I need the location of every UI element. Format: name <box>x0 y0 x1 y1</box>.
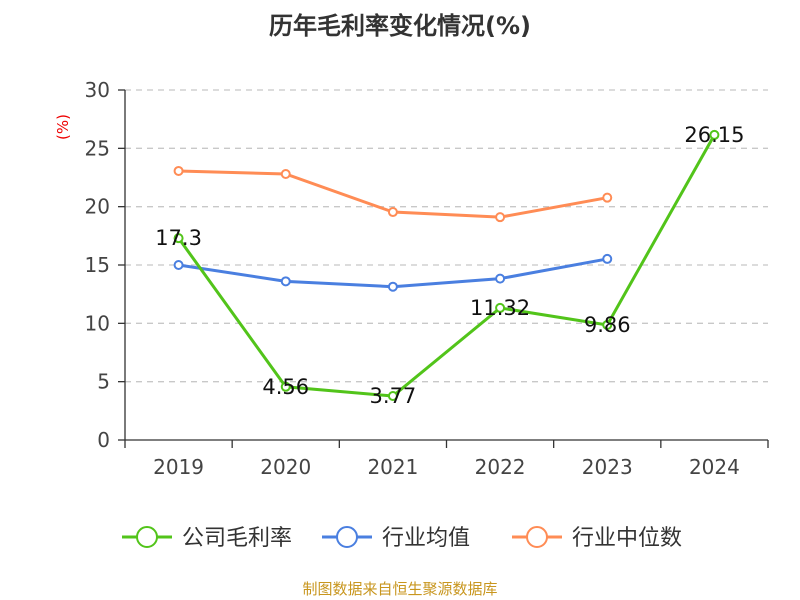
data-point <box>387 207 398 218</box>
legend-marker-icon <box>336 526 358 548</box>
data-label: 3.77 <box>370 384 417 408</box>
data-label: 4.56 <box>262 375 309 399</box>
data-point <box>387 281 398 292</box>
y-tick-label: 5 <box>97 370 110 394</box>
y-axis-label: (%) <box>54 114 72 140</box>
y-tick-label: 15 <box>85 253 110 277</box>
x-tick-label: 2021 <box>367 455 418 479</box>
y-tick-label: 0 <box>97 428 110 452</box>
data-point <box>495 273 506 284</box>
data-label: 11.32 <box>470 296 530 320</box>
series-line <box>177 134 716 398</box>
y-tick-label: 10 <box>85 311 110 335</box>
series-0: 17.3 4.56 3.77 11.32 9.86 26.15 <box>155 123 744 408</box>
data-label: 26.15 <box>684 123 744 147</box>
x-tick-label: 2019 <box>153 455 204 479</box>
legend-item: 行业均值 <box>322 526 470 551</box>
x-tick-label: 2022 <box>475 455 526 479</box>
x-tick-label: 2024 <box>689 455 740 479</box>
x-tick-label: 2023 <box>582 455 633 479</box>
x-tick-label: 2020 <box>260 455 311 479</box>
data-point <box>173 165 184 176</box>
data-label: 17.3 <box>155 226 202 250</box>
y-tick-label: 30 <box>85 78 110 102</box>
data-point <box>495 302 506 313</box>
legend-item: 行业中位数 <box>512 526 682 551</box>
data-label: 9.86 <box>584 313 631 337</box>
data-point <box>387 391 398 402</box>
legend-label: 行业中位数 <box>572 526 682 551</box>
legend-marker-icon <box>136 526 158 548</box>
series-1 <box>173 253 613 292</box>
data-point <box>602 253 613 264</box>
data-point <box>173 260 184 270</box>
data-point <box>280 381 291 392</box>
data-point <box>495 212 506 223</box>
data-point <box>280 276 291 287</box>
legend-label: 行业均值 <box>382 526 470 551</box>
y-tick-label: 20 <box>85 195 110 219</box>
data-point <box>602 192 613 203</box>
data-point <box>280 169 291 179</box>
data-point <box>709 129 720 140</box>
legend-label: 公司毛利率 <box>182 526 292 551</box>
y-tick-label: 25 <box>85 136 110 160</box>
series-2 <box>173 165 613 223</box>
data-point <box>173 233 184 244</box>
source-footer: 制图数据来自恒生聚源数据库 <box>302 580 498 598</box>
chart-title: 历年毛利率变化情况(%) <box>269 12 531 40</box>
legend-marker-icon <box>526 526 548 548</box>
legend-item: 公司毛利率 <box>122 526 292 551</box>
data-point <box>602 319 613 330</box>
